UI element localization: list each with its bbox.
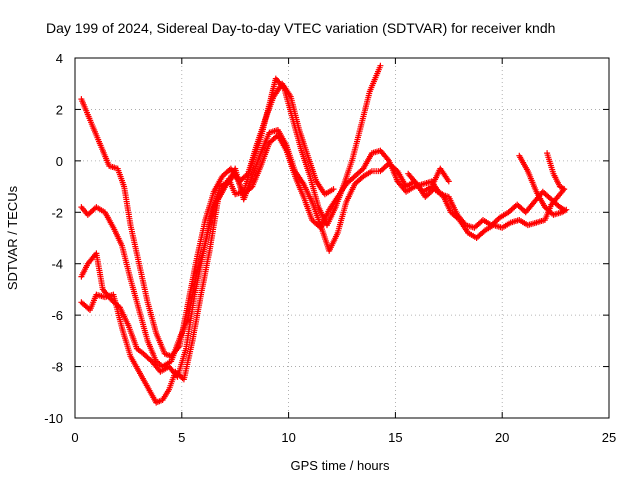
y-tick-label: 0 xyxy=(56,154,63,169)
y-tick-label: 2 xyxy=(56,102,63,117)
sat-track-4 xyxy=(78,132,568,406)
x-tick-label: 10 xyxy=(281,430,295,445)
data-point xyxy=(563,206,570,213)
x-tick-label: 25 xyxy=(602,430,616,445)
y-tick-label: -4 xyxy=(51,257,63,272)
y-tick-label: -2 xyxy=(51,205,63,220)
data-series xyxy=(78,62,570,406)
data-point xyxy=(445,178,452,185)
data-point xyxy=(561,186,568,193)
axis-ticks: 0 5 10 15 20 25 -10 -8 -6 -4 -2 0 2 4 xyxy=(44,51,616,445)
sat-track-7 xyxy=(544,150,568,193)
x-tick-label: 0 xyxy=(71,430,78,445)
x-axis-label: GPS time / hours xyxy=(291,458,390,473)
chart-title: Day 199 of 2024, Sidereal Day-to-day VTE… xyxy=(46,20,555,36)
data-point xyxy=(377,62,384,69)
y-tick-label: -8 xyxy=(51,360,63,375)
x-tick-label: 15 xyxy=(388,430,402,445)
sat-track-6 xyxy=(516,152,570,218)
y-axis-label: SDTVAR / TECUs xyxy=(5,185,20,290)
data-point xyxy=(561,207,568,214)
plot-frame xyxy=(74,57,610,419)
y-tick-label: -6 xyxy=(51,308,63,323)
x-tick-label: 20 xyxy=(495,430,509,445)
y-tick-label: 4 xyxy=(56,51,63,66)
x-tick-label: 5 xyxy=(178,430,185,445)
data-point xyxy=(330,186,337,193)
data-point xyxy=(559,185,566,192)
sat-track-5 xyxy=(405,170,568,241)
y-tick-label: -10 xyxy=(44,411,63,426)
sat-track-2 xyxy=(78,62,384,370)
